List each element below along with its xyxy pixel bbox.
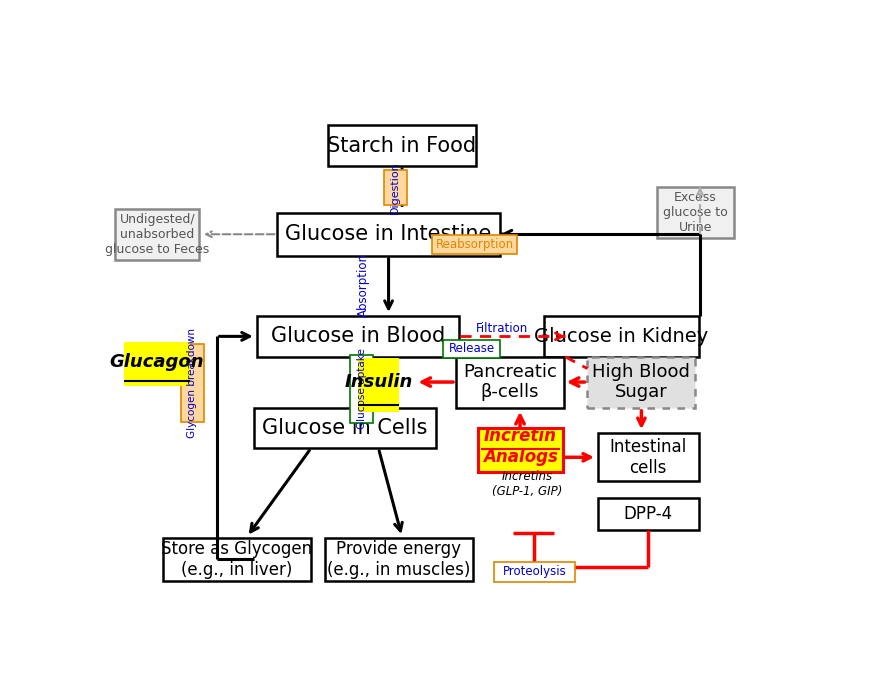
FancyBboxPatch shape	[656, 187, 733, 238]
Text: Provide energy
(e.g., in muscles): Provide energy (e.g., in muscles)	[327, 540, 470, 579]
Text: Glucose in Blood: Glucose in Blood	[271, 327, 445, 346]
Text: Glycogen breakdown: Glycogen breakdown	[187, 328, 197, 438]
FancyBboxPatch shape	[163, 538, 311, 581]
Text: Glucose in Intestine: Glucose in Intestine	[285, 224, 491, 244]
FancyBboxPatch shape	[455, 357, 563, 408]
FancyBboxPatch shape	[257, 316, 459, 357]
FancyBboxPatch shape	[277, 213, 499, 255]
Text: Excess
glucose to
Urine: Excess glucose to Urine	[662, 191, 726, 235]
Text: Glucose in Cells: Glucose in Cells	[262, 417, 427, 438]
Text: Filtration: Filtration	[475, 322, 527, 335]
FancyBboxPatch shape	[543, 316, 698, 357]
FancyBboxPatch shape	[597, 498, 698, 530]
FancyBboxPatch shape	[254, 408, 435, 448]
Text: Starch in Food: Starch in Food	[327, 135, 476, 156]
FancyBboxPatch shape	[597, 433, 698, 482]
Text: Reabsorption: Reabsorption	[435, 238, 514, 251]
Text: DPP-4: DPP-4	[623, 505, 672, 523]
Text: Undigested/
unabsorbed
glucose to Feces: Undigested/ unabsorbed glucose to Feces	[105, 213, 209, 255]
Text: Digestion: Digestion	[390, 161, 400, 214]
Text: High Blood
Sugar: High Blood Sugar	[592, 363, 690, 401]
FancyBboxPatch shape	[349, 355, 373, 424]
FancyBboxPatch shape	[432, 235, 517, 254]
FancyBboxPatch shape	[478, 428, 562, 472]
Text: Release: Release	[448, 342, 494, 355]
Text: Incretin
Analogs: Incretin Analogs	[482, 427, 557, 466]
Text: Glucagon: Glucagon	[109, 352, 203, 371]
FancyBboxPatch shape	[328, 126, 475, 165]
Text: Insulin: Insulin	[344, 373, 412, 391]
FancyBboxPatch shape	[442, 340, 500, 358]
Text: Incretins
(GLP-1, GIP): Incretins (GLP-1, GIP)	[491, 470, 561, 498]
FancyBboxPatch shape	[494, 562, 574, 582]
Text: Store as Glycogen
(e.g., in liver): Store as Glycogen (e.g., in liver)	[161, 540, 312, 579]
FancyBboxPatch shape	[181, 344, 203, 422]
FancyBboxPatch shape	[324, 538, 473, 581]
Text: Proteolysis: Proteolysis	[502, 565, 566, 578]
FancyBboxPatch shape	[115, 209, 199, 260]
FancyBboxPatch shape	[123, 342, 189, 387]
Text: Absorption: Absorption	[356, 253, 369, 318]
Text: Glucose in Kidney: Glucose in Kidney	[534, 327, 707, 346]
FancyBboxPatch shape	[587, 357, 694, 408]
Text: Pancreatic
β-cells: Pancreatic β-cells	[462, 363, 556, 401]
FancyBboxPatch shape	[383, 170, 407, 205]
Text: Intestinal
cells: Intestinal cells	[609, 438, 686, 477]
FancyBboxPatch shape	[358, 358, 398, 412]
Text: Glucose uptake: Glucose uptake	[356, 348, 366, 429]
